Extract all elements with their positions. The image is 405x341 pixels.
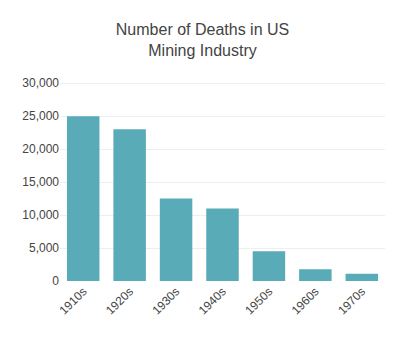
svg-text:1910s: 1910s (57, 284, 90, 317)
svg-text:30,000: 30,000 (22, 76, 59, 90)
svg-text:1960s: 1960s (289, 284, 322, 317)
svg-text:1970s: 1970s (335, 284, 368, 317)
svg-text:20,000: 20,000 (22, 142, 59, 156)
svg-text:1920s: 1920s (103, 284, 136, 317)
svg-text:25,000: 25,000 (22, 109, 59, 123)
svg-text:0: 0 (52, 274, 59, 288)
svg-text:10,000: 10,000 (22, 208, 59, 222)
svg-text:5,000: 5,000 (29, 241, 59, 255)
svg-text:Number of Deaths in USMining I: Number of Deaths in USMining Industry (116, 21, 289, 59)
svg-text:1950s: 1950s (242, 284, 275, 317)
svg-text:1940s: 1940s (196, 284, 229, 317)
svg-text:15,000: 15,000 (22, 175, 59, 189)
svg-text:1930s: 1930s (149, 284, 182, 317)
